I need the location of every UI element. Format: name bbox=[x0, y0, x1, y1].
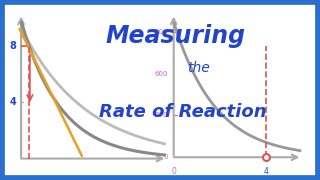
Text: 0: 0 bbox=[163, 154, 168, 160]
Text: 600: 600 bbox=[154, 71, 168, 76]
Text: 8: 8 bbox=[9, 41, 16, 51]
Text: the: the bbox=[187, 61, 210, 75]
Text: 4: 4 bbox=[9, 97, 16, 107]
Text: Rate of Reaction: Rate of Reaction bbox=[99, 103, 266, 121]
Text: 900: 900 bbox=[154, 29, 168, 35]
Text: 300: 300 bbox=[154, 112, 168, 118]
Text: 0: 0 bbox=[171, 167, 176, 176]
Text: 4: 4 bbox=[263, 167, 268, 176]
Text: Measuring: Measuring bbox=[106, 24, 246, 48]
